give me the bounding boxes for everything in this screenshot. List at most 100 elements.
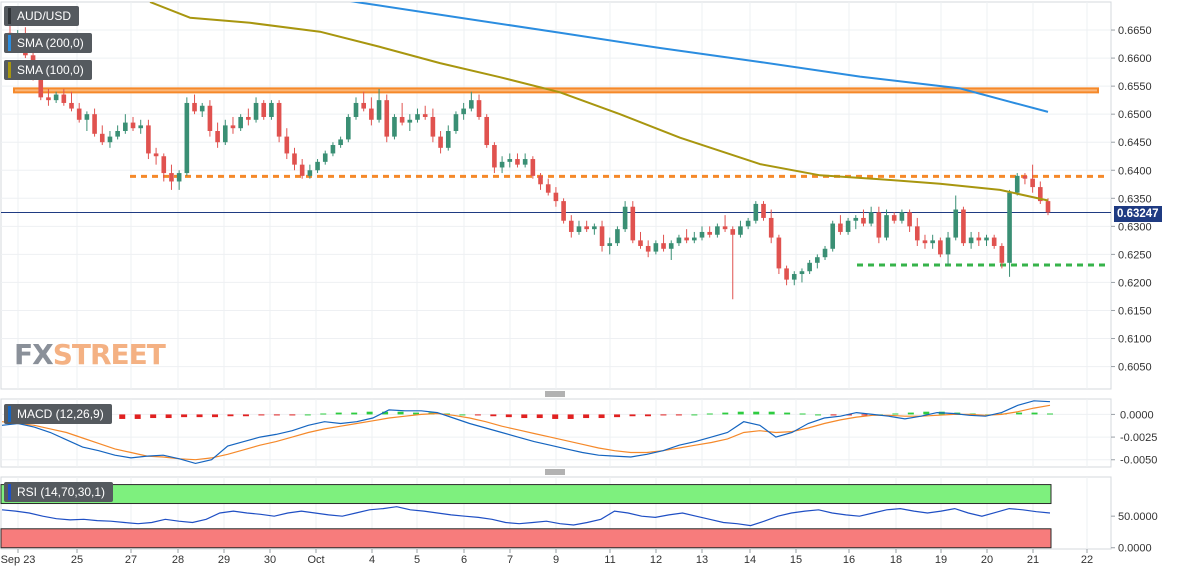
candle-body [469, 100, 474, 109]
candle-body [407, 119, 413, 123]
sma100-label[interactable]: SMA (100,0) [4, 60, 92, 80]
candle-body [507, 159, 513, 162]
time-tick-label: 18 [890, 554, 902, 566]
macd-histogram-bar [320, 413, 327, 415]
candle-body [338, 139, 343, 146]
price-tick-label: 0.6100 [1118, 334, 1152, 346]
candle-body [161, 156, 167, 174]
watermark-fx: FX [14, 338, 54, 371]
sma200-label[interactable]: SMA (200,0) [4, 33, 92, 53]
candle-body [722, 226, 728, 230]
macd-histogram-bar [181, 414, 188, 418]
last-price-badge: 0.63247 [1114, 206, 1162, 222]
candle-body [938, 240, 943, 255]
macd-histogram-bar [815, 414, 822, 416]
candle-body [684, 237, 689, 241]
candle-body [715, 226, 720, 235]
candle-body [192, 102, 197, 112]
time-tick-label: 11 [604, 554, 615, 566]
candle-body [914, 226, 920, 241]
candle-body [330, 145, 336, 154]
candle-body [292, 153, 297, 165]
candle-body [522, 159, 528, 165]
macd-label[interactable]: MACD (12,26,9) [4, 404, 112, 424]
time-tick-label: 27 [125, 554, 137, 566]
candle-body [184, 102, 190, 174]
candle-body [645, 245, 651, 252]
fxstreet-watermark: FXSTREET [14, 338, 166, 371]
candle-body [707, 231, 712, 235]
candle-body [246, 116, 251, 120]
candle-body [853, 217, 859, 221]
macd-histogram-bar [196, 414, 203, 418]
candle-body [622, 206, 628, 230]
candle-body [361, 102, 366, 109]
macd-text: MACD (12,26,9) [17, 407, 104, 421]
macd-histogram-bar [722, 412, 729, 415]
macd-histogram-bar [212, 414, 219, 418]
candle-body [976, 237, 982, 241]
candle-body [753, 203, 759, 221]
candle-body [322, 153, 328, 162]
rsi-text: RSI (14,70,30,1) [17, 485, 106, 499]
candle-body [445, 131, 451, 148]
rsi-line [1, 506, 1051, 527]
candle-body [761, 203, 766, 218]
candle-body [130, 122, 136, 129]
macd-histogram-bar [629, 414, 636, 417]
symbol-label[interactable]: AUD/USD [4, 6, 80, 26]
macd-histogram-bar [598, 414, 605, 419]
candle-body [222, 125, 228, 143]
price-tick-label: 0.6050 [1118, 362, 1152, 374]
price-tick-label: 0.6400 [1118, 165, 1152, 177]
candle-body [945, 237, 951, 255]
macd-histogram-bar [691, 414, 698, 416]
price-tick-label: 0.6650 [1118, 25, 1152, 37]
symbol-swatch [8, 8, 11, 24]
macd-histogram-bar [1047, 413, 1053, 415]
candle-body [92, 114, 97, 134]
macd-histogram-bar [227, 414, 234, 417]
candle-body [107, 136, 113, 143]
sma200-text: SMA (200,0) [17, 36, 84, 50]
candle-body [692, 237, 697, 241]
candle-body [84, 114, 90, 120]
candle-body [515, 159, 520, 165]
candle-body [1022, 175, 1028, 179]
panel-splitters[interactable] [545, 391, 565, 475]
candle-body [845, 220, 851, 232]
macd-histogram-bar [273, 414, 280, 416]
macd-line [1, 400, 1051, 465]
candle-body [123, 122, 128, 131]
time-tick-label: 19 [935, 554, 947, 566]
sma100-text: SMA (100,0) [17, 63, 84, 77]
candle-body [207, 105, 213, 131]
candle-body [69, 102, 74, 109]
macd-histogram-bar [660, 414, 667, 416]
candle-body [922, 240, 928, 244]
time-tick-label: 25 [71, 554, 83, 566]
candle-body [253, 102, 259, 120]
candle-body [376, 100, 382, 120]
macd-histogram-bar [459, 414, 466, 416]
candle-body [46, 97, 51, 101]
candle-body [868, 212, 874, 224]
macd-histogram-bar [907, 412, 914, 415]
candle-body [791, 274, 797, 280]
candle-body [422, 114, 428, 117]
candle-body [738, 226, 743, 235]
candle-body [653, 243, 659, 252]
macd-histogram-bar [583, 414, 590, 419]
candle-body [784, 268, 789, 280]
candle-body [269, 102, 274, 117]
candle-body [815, 257, 820, 263]
rsi-label[interactable]: RSI (14,70,30,1) [4, 482, 114, 502]
candle-body [238, 116, 243, 129]
candle-body [907, 212, 912, 227]
time-tick-label: 28 [172, 554, 184, 566]
macd-histogram-bar [1031, 412, 1038, 415]
candle-body [553, 192, 559, 202]
macd-histogram-bar [784, 412, 791, 415]
candle-body [1014, 175, 1020, 193]
rsi-oversold-zone [0, 528, 1052, 549]
